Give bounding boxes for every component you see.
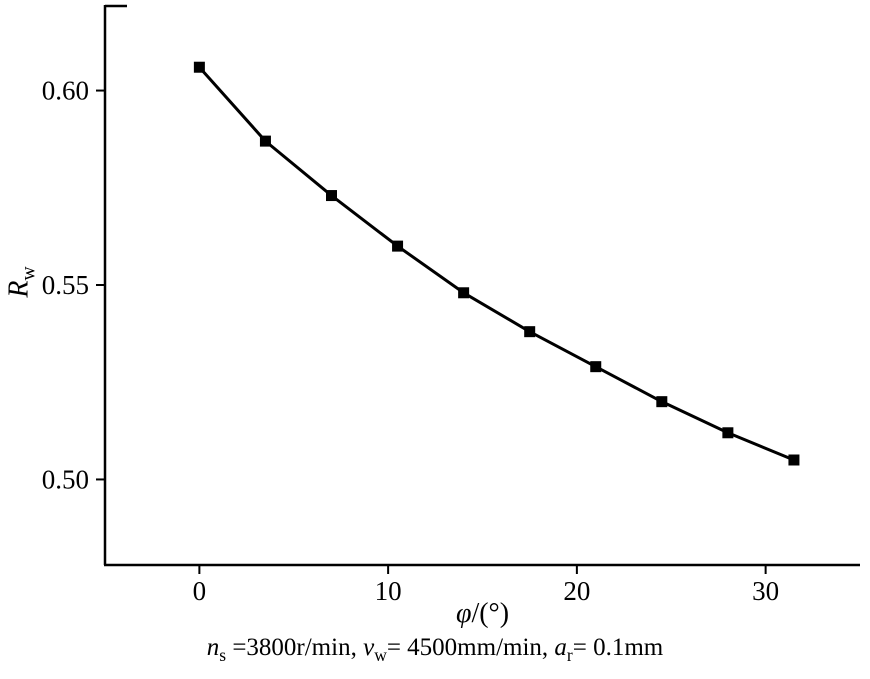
x-tick-label: 20 — [563, 576, 590, 606]
y-tick-label: 0.55 — [42, 270, 89, 300]
y-tick-label: 0.50 — [42, 464, 89, 494]
data-point-marker — [392, 240, 404, 252]
data-line — [198, 66, 795, 462]
data-point-marker — [326, 190, 337, 202]
caption-segment: v — [363, 634, 375, 661]
data-point-marker — [458, 287, 470, 299]
data-point-marker — [524, 326, 536, 338]
caption-segment: a — [554, 634, 567, 661]
x-axis-label-rest: /(°) — [471, 598, 510, 629]
y-axis-label-var: R — [3, 280, 35, 298]
caption-segment: =3800r/min, — [226, 634, 364, 661]
x-axis-label-var: φ — [455, 598, 472, 629]
y-axis-label: Rw — [4, 266, 41, 297]
caption-segment: = 4500mm/min, — [386, 634, 555, 661]
caption-segment: w — [374, 645, 387, 665]
data-point-marker — [193, 61, 205, 73]
caption: ns =3800r/min, vw= 4500mm/min, ar= 0.1mm — [0, 634, 870, 666]
caption-segment: = 0.1mm — [572, 634, 664, 661]
data-point-marker — [788, 454, 800, 466]
data-point-marker — [590, 361, 602, 373]
x-tick-label: 10 — [375, 576, 402, 606]
data-point-marker — [656, 396, 668, 408]
x-tick-label: 0 — [193, 576, 207, 606]
y-axis-label-sub: w — [18, 266, 40, 281]
x-axis-label: φ/(°) — [105, 598, 860, 630]
caption-segment: r — [566, 645, 573, 665]
caption-segment: n — [206, 634, 220, 661]
data-point-marker — [722, 427, 734, 439]
data-point-marker — [259, 135, 271, 147]
y-tick-label: 0.60 — [42, 76, 89, 106]
caption-segment: s — [219, 645, 227, 665]
x-tick-label: 30 — [752, 576, 779, 606]
